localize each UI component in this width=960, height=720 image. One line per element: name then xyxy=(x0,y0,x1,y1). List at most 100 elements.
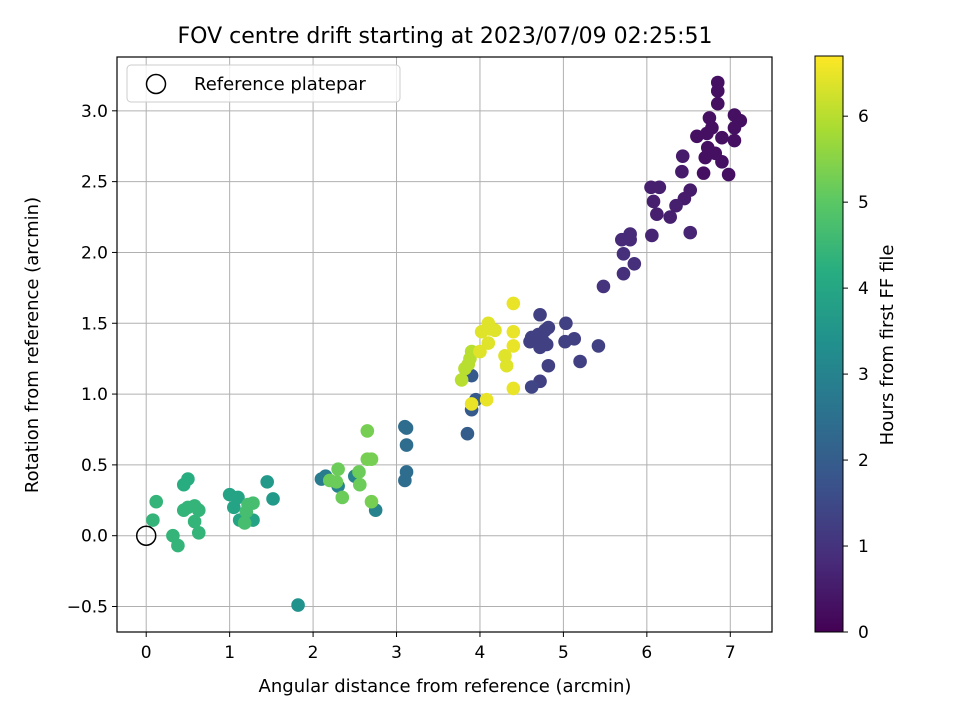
data-point xyxy=(533,340,547,355)
data-point xyxy=(541,358,556,373)
chart-title: FOV centre drift starting at 2023/07/09 … xyxy=(178,24,713,49)
data-point xyxy=(727,121,742,135)
x-tick-label: 7 xyxy=(725,643,736,663)
y-tick-label: 0.5 xyxy=(81,456,108,476)
data-point xyxy=(191,526,206,540)
data-point xyxy=(479,392,494,407)
data-point xyxy=(616,266,631,281)
data-point xyxy=(260,475,274,489)
data-point xyxy=(360,424,375,438)
colorbar-tick-label: 2 xyxy=(858,451,869,471)
y-tick-label: −0.5 xyxy=(67,598,108,618)
data-point xyxy=(559,316,573,331)
colorbar-tick-label: 3 xyxy=(858,365,869,385)
colorbar-gradient xyxy=(814,55,844,633)
data-point xyxy=(596,279,611,294)
data-point xyxy=(533,307,547,322)
y-tick-label: 2.0 xyxy=(81,243,108,263)
data-point xyxy=(698,150,713,165)
data-point xyxy=(591,339,606,353)
data-point xyxy=(675,164,689,179)
data-point xyxy=(146,513,160,527)
data-point xyxy=(646,194,661,209)
y-axis-label: Rotation from reference (arcmin) xyxy=(22,197,43,493)
data-point xyxy=(506,324,521,339)
data-point xyxy=(460,426,475,441)
data-point xyxy=(650,207,664,222)
data-point xyxy=(181,472,195,486)
data-point xyxy=(715,130,729,145)
data-point xyxy=(364,494,379,509)
data-point xyxy=(721,167,736,182)
x-axis-label: Angular distance from reference (arcmin) xyxy=(259,676,632,697)
data-point xyxy=(488,323,502,338)
data-point xyxy=(464,397,479,411)
data-point xyxy=(558,334,572,349)
colorbar-tick-label: 1 xyxy=(858,537,869,557)
reference-marker xyxy=(135,525,157,546)
data-point xyxy=(727,133,742,148)
data-point xyxy=(499,358,514,373)
x-tick-label: 4 xyxy=(475,643,486,663)
legend: Reference platepar xyxy=(126,64,401,103)
y-tick-label: 1.0 xyxy=(81,385,108,405)
data-point xyxy=(652,180,667,195)
data-point xyxy=(573,354,587,369)
x-tick-label: 3 xyxy=(391,643,402,663)
data-point xyxy=(171,538,185,553)
data-point xyxy=(616,247,631,261)
data-point xyxy=(623,232,637,247)
data-point xyxy=(329,475,344,489)
data-point xyxy=(524,380,539,394)
data-point xyxy=(364,452,379,467)
x-axis: 0 1 2 3 4 5 6 7 xyxy=(141,632,736,663)
legend-box xyxy=(126,64,401,103)
data-point xyxy=(523,334,537,349)
data-point xyxy=(506,339,521,353)
data-point xyxy=(352,465,366,479)
colorbar-tick-label: 0 xyxy=(858,623,869,643)
colorbar-tick-label: 6 xyxy=(858,107,869,127)
x-tick-label: 0 xyxy=(141,643,152,663)
colorbar-tick-label: 5 xyxy=(858,193,869,213)
data-point xyxy=(663,210,678,224)
plot-frame xyxy=(116,56,773,633)
data-point xyxy=(696,166,711,180)
grid xyxy=(117,57,772,632)
data-point xyxy=(506,381,521,396)
data-point xyxy=(331,462,345,476)
x-tick-label: 1 xyxy=(224,643,235,663)
data-point xyxy=(291,598,305,612)
data-point xyxy=(690,129,704,144)
data-point xyxy=(266,492,280,506)
data-points xyxy=(146,75,748,612)
data-point xyxy=(675,149,690,163)
data-point xyxy=(715,155,729,169)
legend-entry: Reference platepar xyxy=(194,74,366,95)
y-tick-label: 3.0 xyxy=(81,102,108,122)
data-point xyxy=(669,198,683,213)
data-point xyxy=(683,225,698,240)
data-point xyxy=(710,84,725,98)
colorbar-tick-label: 4 xyxy=(858,279,869,299)
reference-point xyxy=(135,525,157,546)
data-point xyxy=(239,504,254,519)
data-point xyxy=(191,503,206,518)
y-tick-label: 2.5 xyxy=(81,173,108,193)
y-axis: −0.5 0.0 0.5 1.0 1.5 2.0 2.5 3.0 xyxy=(67,102,117,618)
y-tick-label: 1.5 xyxy=(81,314,108,334)
data-point xyxy=(454,373,469,387)
data-point xyxy=(176,503,191,518)
data-point xyxy=(398,473,412,488)
data-point xyxy=(149,494,164,509)
data-point xyxy=(627,256,642,271)
x-tick-label: 2 xyxy=(308,643,319,663)
colorbar-label: Hours from first FF file xyxy=(877,245,898,446)
data-point xyxy=(237,516,252,530)
data-point xyxy=(481,336,496,350)
colorbar: 0 1 2 3 4 5 6 Hours from first FF file xyxy=(814,55,898,643)
data-point xyxy=(335,490,350,505)
x-tick-label: 6 xyxy=(641,643,652,663)
colorbar-ticks: 0 1 2 3 4 5 6 xyxy=(843,107,869,643)
